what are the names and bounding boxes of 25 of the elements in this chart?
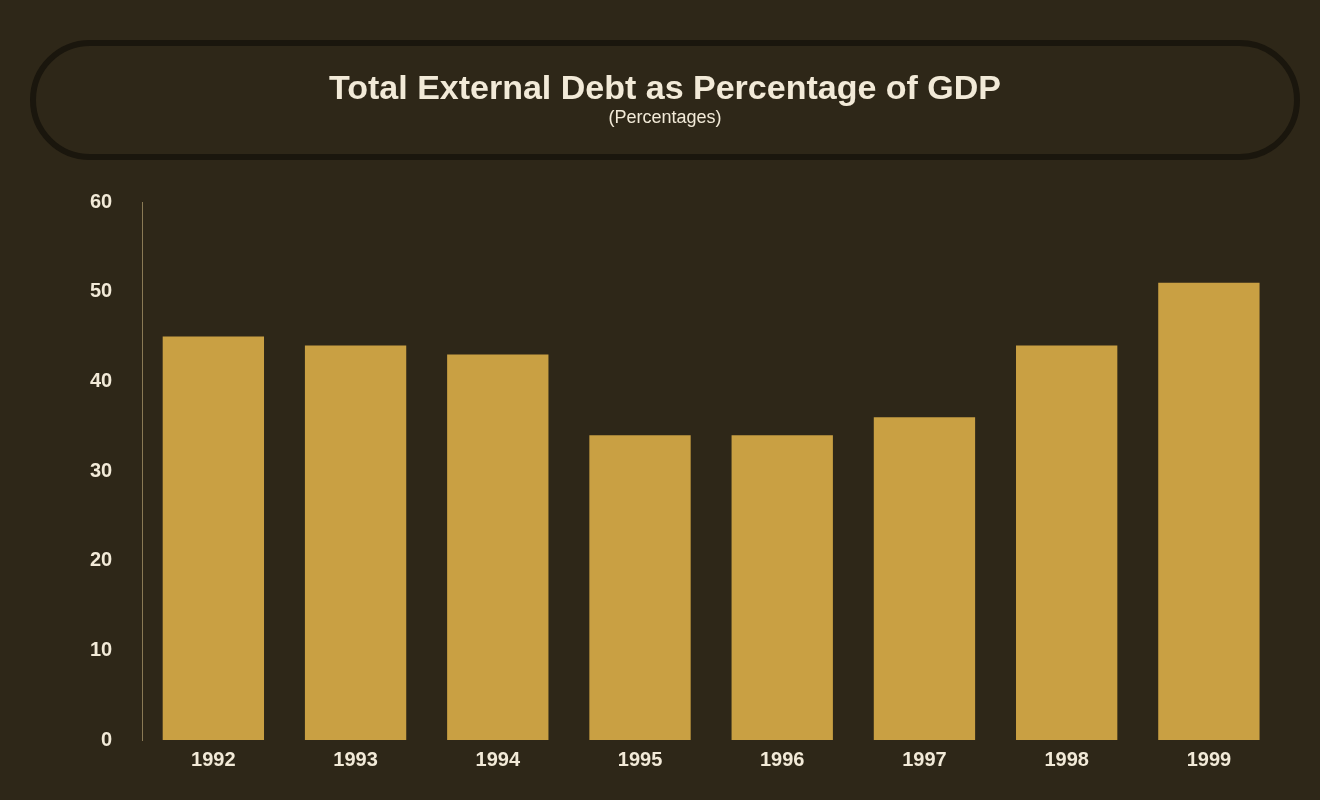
bar xyxy=(1158,282,1260,740)
x-tick-label: 1996 xyxy=(759,747,805,770)
y-tick-label: 40 xyxy=(90,368,113,391)
y-tick-label: 10 xyxy=(90,637,113,660)
bar xyxy=(873,417,976,740)
x-tick-label: 1999 xyxy=(1186,747,1232,770)
y-tick-label: 30 xyxy=(90,458,113,481)
bar xyxy=(162,336,265,740)
bar xyxy=(589,435,691,740)
bar xyxy=(731,435,833,740)
y-tick-label: 60 xyxy=(90,189,113,212)
x-tick-label: 1997 xyxy=(902,747,947,770)
x-tick-label: 1994 xyxy=(475,747,521,770)
x-tick-label: 1992 xyxy=(191,747,236,770)
bar xyxy=(304,345,407,740)
x-tick-label: 1995 xyxy=(617,747,663,770)
y-tick-label: 20 xyxy=(90,548,113,571)
chart-subtitle: (Percentages) xyxy=(607,107,723,128)
x-tick-label: 1993 xyxy=(333,747,378,770)
x-tick-label: 1998 xyxy=(1044,747,1089,770)
chart-title: Total External Debt as Percentage of GDP xyxy=(328,68,1002,107)
y-tick-label: 0 xyxy=(101,727,113,750)
bar xyxy=(447,354,549,740)
bar xyxy=(1016,345,1118,740)
y-tick-label: 50 xyxy=(90,279,113,302)
